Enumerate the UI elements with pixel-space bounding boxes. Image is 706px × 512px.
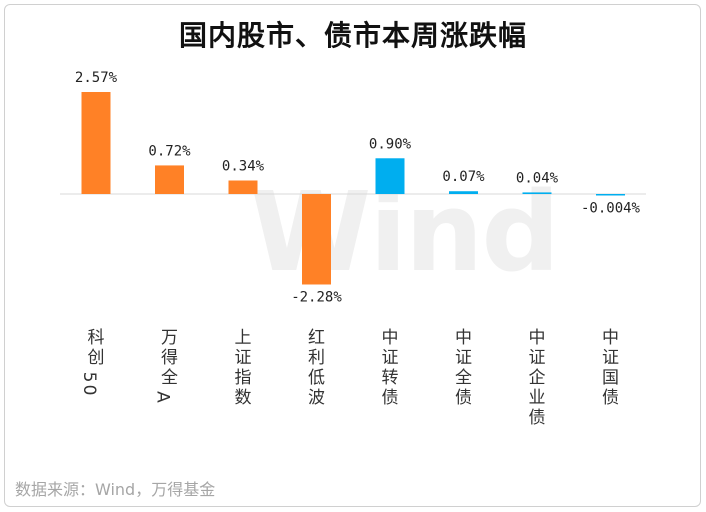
bar-4 [375, 158, 405, 194]
category-label-7-char-2: 国 [602, 368, 619, 388]
category-label-5-char-1: 证 [455, 348, 472, 368]
bar-2 [228, 180, 258, 194]
category-label-3-char-2: 低 [308, 368, 325, 388]
category-label-0: 科创 5 0 [79, 328, 105, 395]
bar-6 [522, 192, 552, 194]
category-label-1-char-3: A [153, 391, 173, 403]
category-label-3-char-0: 红 [308, 328, 325, 348]
value-label-6: 0.04% [516, 170, 559, 186]
chart-card [4, 4, 701, 507]
value-label-3: -2.28% [291, 289, 342, 305]
category-label-6-char-0: 中 [529, 328, 546, 348]
value-label-5: 0.07% [442, 169, 485, 185]
category-label-4-char-3: 债 [382, 388, 399, 408]
bar-5 [449, 191, 478, 194]
category-label-7-char-0: 中 [602, 328, 619, 348]
bar-3 [302, 194, 331, 285]
category-label-2-char-0: 上 [235, 328, 252, 348]
bar-1 [155, 165, 184, 194]
category-label-2-char-1: 证 [235, 348, 252, 368]
category-label-6-char-2: 企 [529, 368, 546, 388]
value-label-7: -0.004% [581, 201, 641, 217]
category-label-0-char-2: 5 [79, 372, 99, 383]
category-label-4-char-1: 证 [382, 348, 399, 368]
category-label-1-char-2: 全 [161, 368, 178, 388]
category-label-7-char-1: 证 [602, 348, 619, 368]
category-label-1-char-1: 得 [161, 348, 178, 368]
category-label-0-char-1: 创 [88, 348, 105, 368]
category-label-5-char-0: 中 [455, 328, 472, 348]
category-label-2-char-2: 指 [235, 368, 252, 388]
category-label-2-char-3: 数 [235, 388, 252, 408]
source-note: 数据来源：Wind，万得基金 [15, 480, 216, 499]
wind-watermark: Wind [250, 168, 560, 296]
value-label-4: 0.90% [369, 136, 412, 152]
category-label-4-char-2: 转 [382, 368, 399, 388]
value-label-0: 2.57% [75, 70, 118, 86]
value-label-2: 0.34% [222, 159, 265, 175]
category-label-3-char-1: 利 [308, 348, 325, 368]
category-label-0-char-0: 科 [88, 328, 105, 348]
category-label-6-char-4: 债 [529, 408, 546, 428]
bar-0 [81, 92, 111, 194]
category-label-5-char-2: 全 [455, 368, 472, 388]
category-label-7-char-3: 债 [602, 388, 619, 408]
category-label-3-char-3: 波 [308, 388, 325, 408]
value-label-1: 0.72% [148, 143, 191, 159]
category-label-6-char-3: 业 [529, 388, 546, 408]
category-label-6-char-1: 证 [529, 348, 546, 368]
category-label-4-char-0: 中 [382, 328, 399, 348]
category-label-0-char-3: 0 [79, 385, 99, 396]
category-label-1-char-0: 万 [161, 328, 178, 348]
bar-7 [596, 194, 625, 196]
category-label-5-char-3: 债 [455, 388, 472, 408]
chart-title: 国内股市、债市本周涨跌幅 [178, 19, 527, 52]
